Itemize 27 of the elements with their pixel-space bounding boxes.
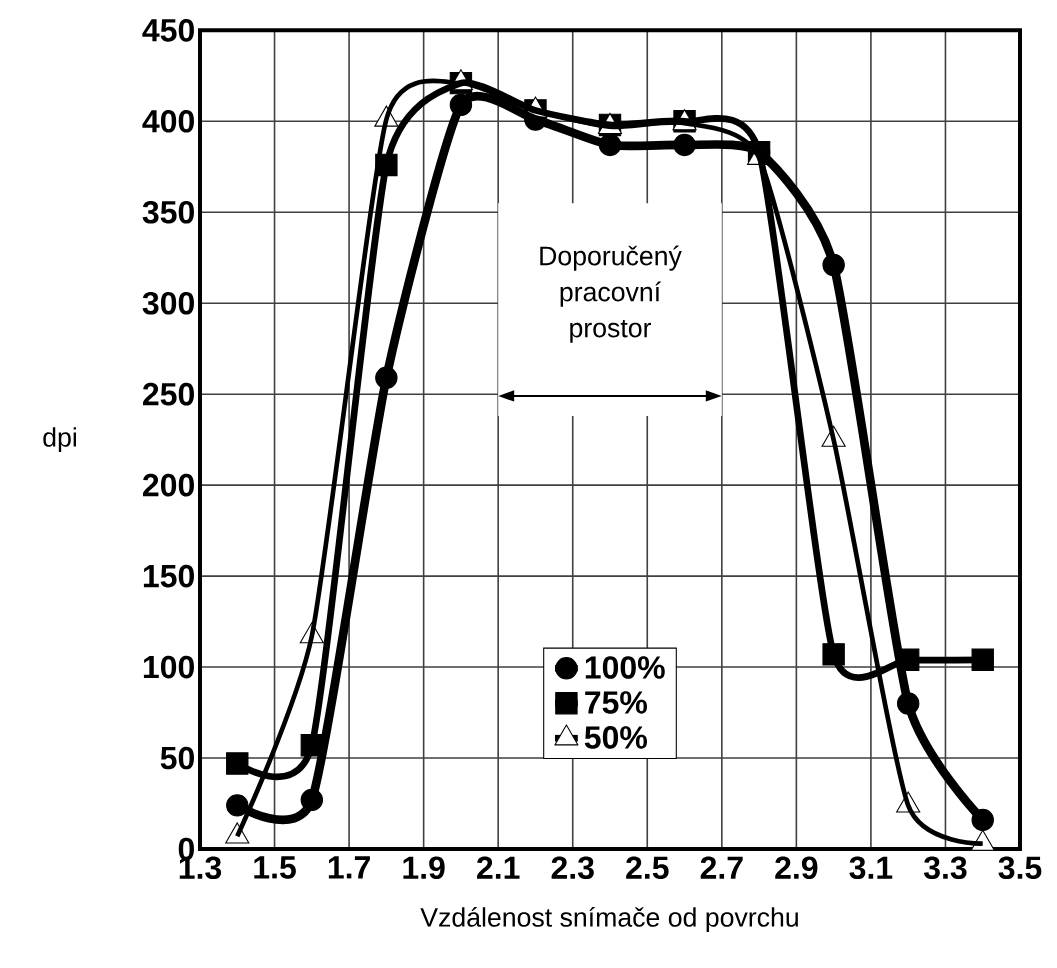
y-tick-label: 200: [143, 473, 194, 497]
x-tick-label: 2.1: [477, 856, 520, 879]
y-axis-title: dpi: [43, 427, 76, 453]
y-tick-label: 450: [142, 19, 194, 42]
legend-label: 100%: [585, 656, 665, 679]
y-tick-label: 400: [142, 109, 194, 133]
x-tick-label: 3.3: [923, 856, 967, 880]
band-label: Doporučený pracovní prostor: [540, 245, 682, 343]
x-tick-label: 1.9: [403, 856, 445, 880]
x-tick-label: 2.3: [551, 856, 594, 880]
y-tick-label: 350: [142, 200, 194, 224]
legend-label: 50%: [584, 726, 647, 749]
legend-label: 75%: [585, 691, 647, 714]
x-tick-label: 2.7: [700, 856, 743, 879]
x-tick-label: 3.1: [849, 856, 893, 880]
x-tick-label: 2.9: [775, 856, 818, 880]
y-tick-label: 50: [160, 746, 194, 770]
y-tick-label: 300: [142, 291, 194, 315]
x-tick-label: 1.7: [328, 856, 370, 879]
y-tick-label: 100: [143, 655, 194, 679]
y-tick-label: 250: [143, 382, 194, 406]
x-axis-title: Vzdálenost snímače od povrchu: [420, 906, 798, 933]
x-tick-label: 1.5: [254, 856, 296, 879]
point: [971, 648, 994, 671]
y-tick-label: 150: [143, 564, 194, 588]
x-tick-label: 3.5: [998, 856, 1042, 880]
x-tick-label: 2.5: [626, 856, 669, 880]
